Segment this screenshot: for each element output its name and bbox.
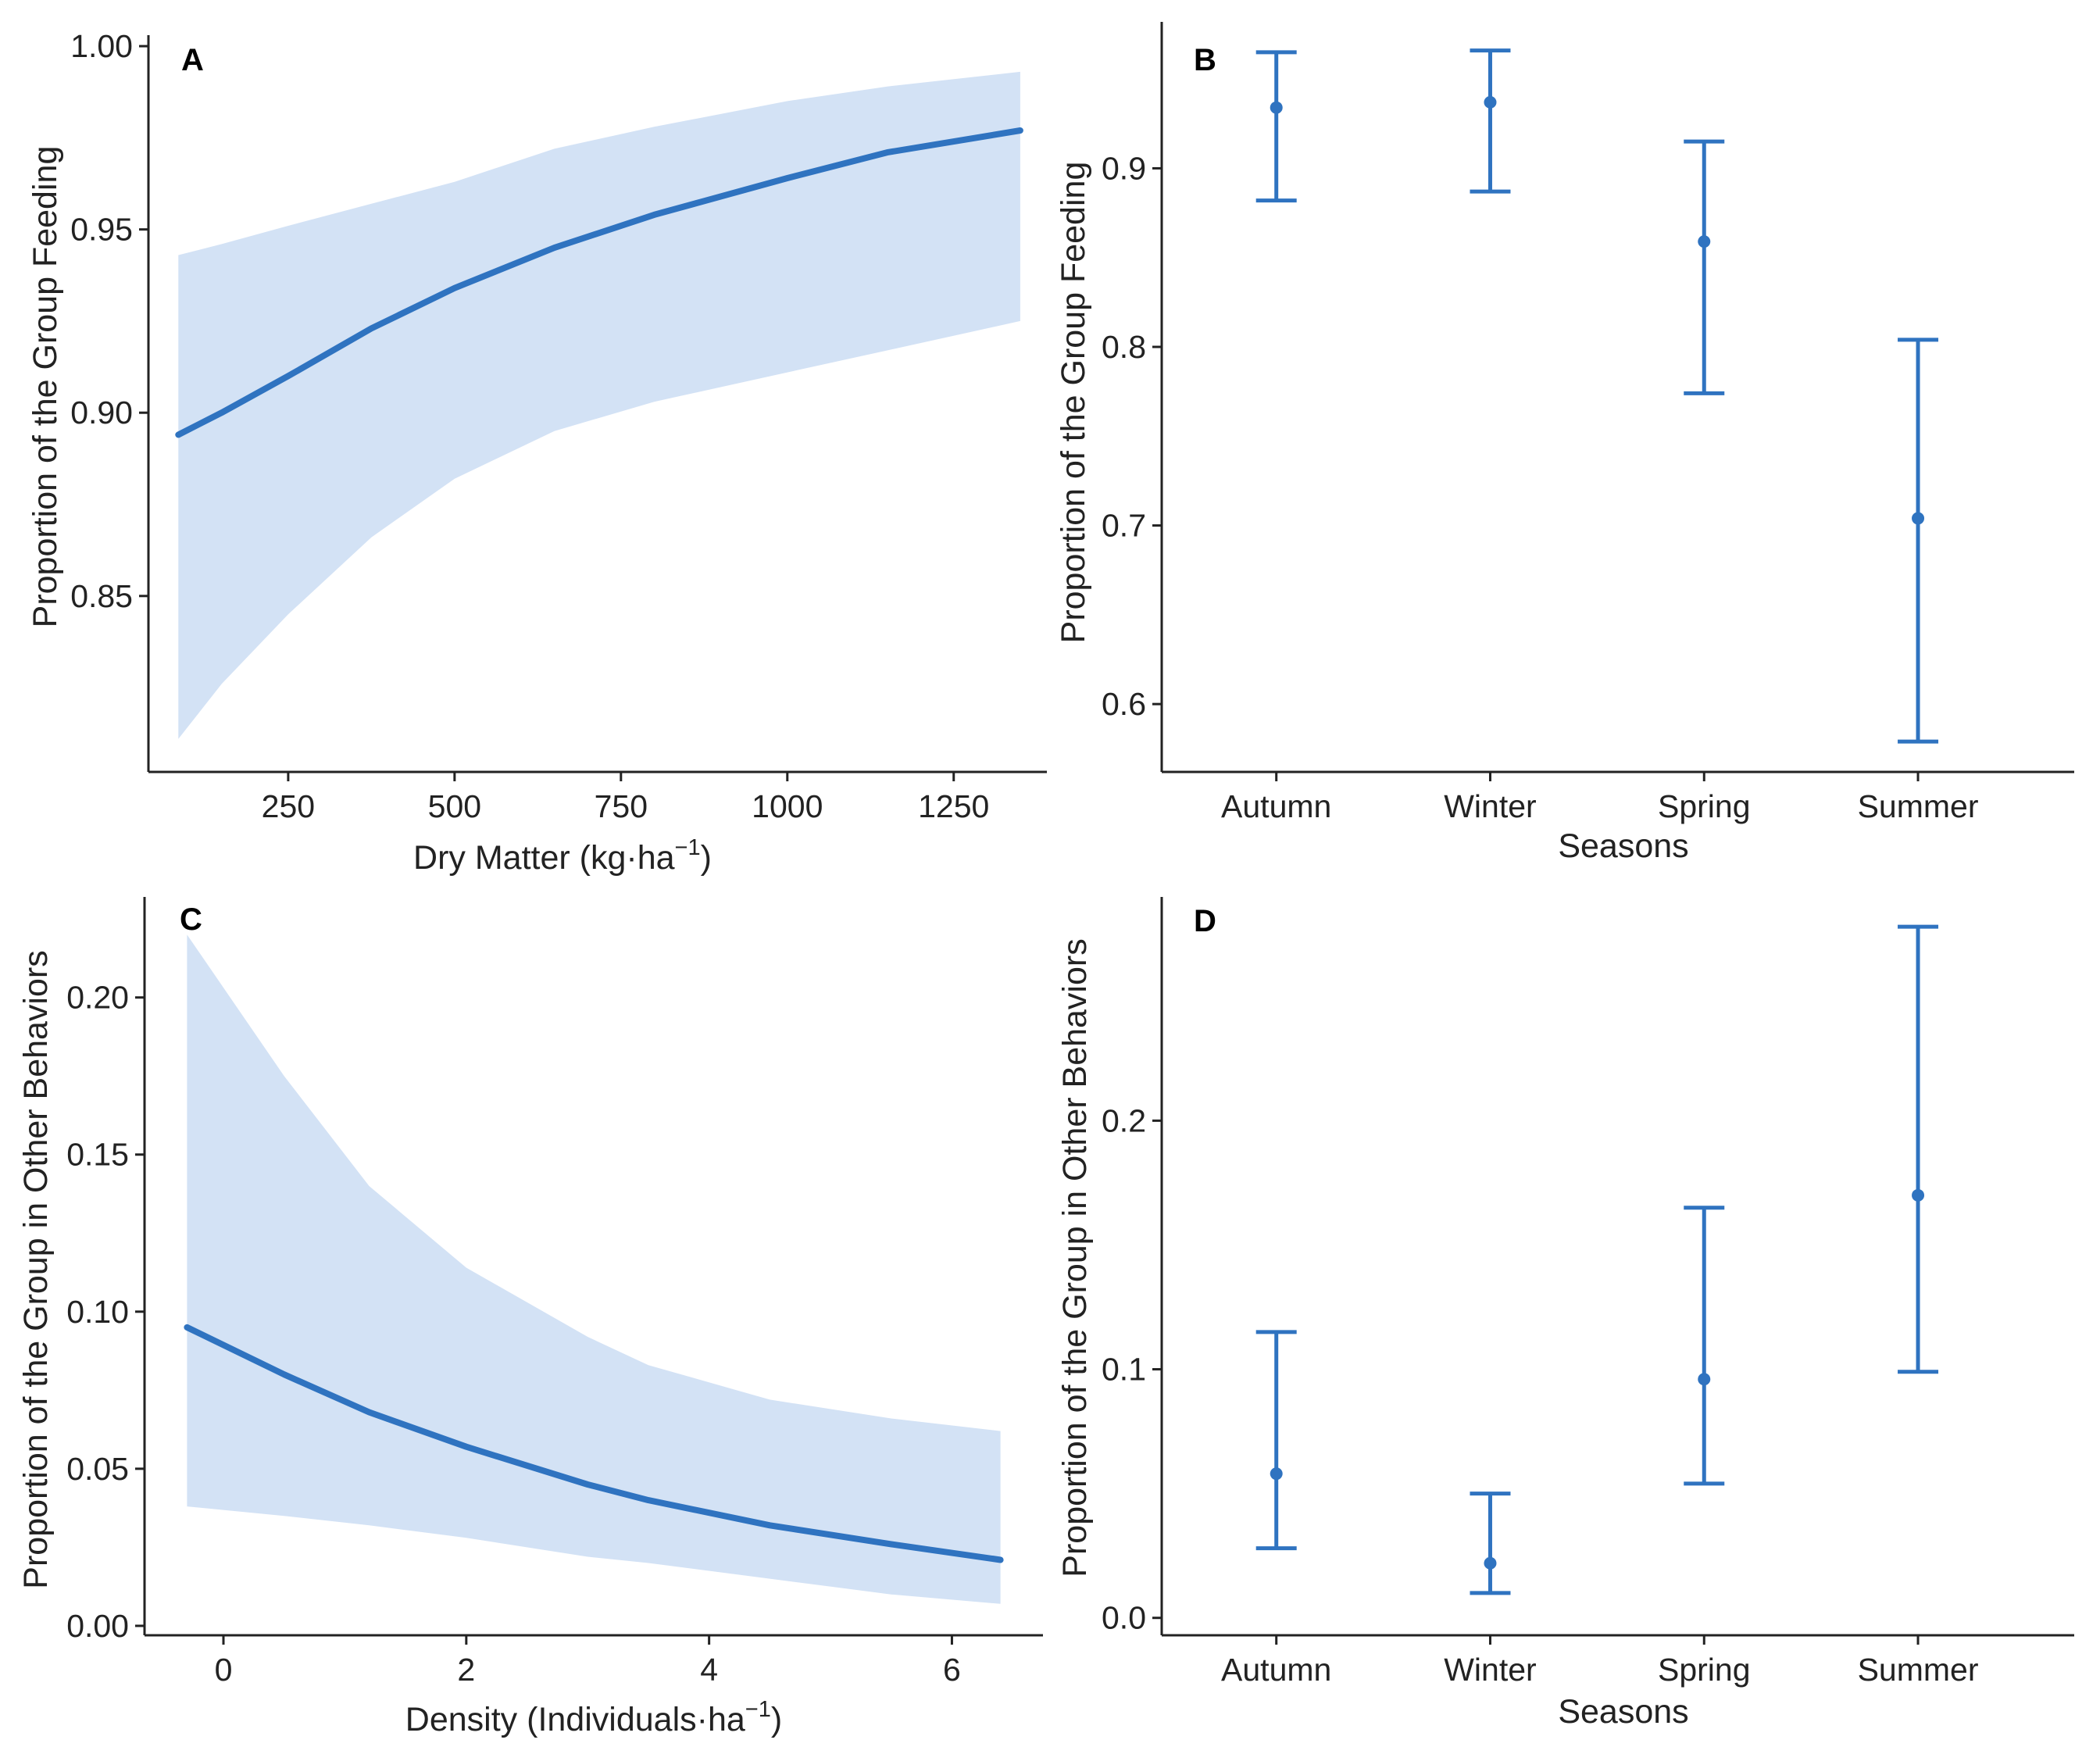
y-tick-label-c: 0.10 bbox=[66, 1294, 129, 1330]
mean-point-d bbox=[1270, 1467, 1283, 1481]
y-tick-label-b: 0.7 bbox=[1102, 508, 1146, 544]
y-tick-label-c: 0.20 bbox=[66, 980, 129, 1016]
x-tick-label-c: 0 bbox=[215, 1652, 233, 1688]
x-tick-label-d: Summer bbox=[1858, 1652, 1979, 1688]
x-tick-label-a: 1000 bbox=[752, 788, 823, 824]
error-bar-d bbox=[1898, 924, 1939, 1374]
fit-line-a bbox=[175, 127, 1023, 438]
error-bar-b bbox=[1255, 50, 1297, 203]
mean-point-b bbox=[1912, 512, 1925, 525]
x-tick-label-a: 500 bbox=[428, 788, 481, 824]
error-bar-d bbox=[1255, 1330, 1297, 1551]
panel-letter-b: B bbox=[1194, 43, 1216, 77]
y-tick-label-a: 0.90 bbox=[70, 395, 133, 430]
y-tick-label-c: 0.05 bbox=[66, 1451, 129, 1487]
y-tick-label-c: 0.00 bbox=[66, 1608, 129, 1644]
y-tick-label-a: 0.95 bbox=[70, 212, 133, 248]
y-axis-title-b: Proportion of the Group Feeding bbox=[1055, 162, 1092, 644]
panel-d: 0.0 0.1 0.2 Autumn Winter Spring Summer D Seas… bbox=[1056, 897, 2074, 1731]
y-tick-label-a: 0.85 bbox=[70, 578, 133, 614]
confidence-band-a bbox=[178, 71, 1020, 739]
mean-point-b bbox=[1484, 95, 1497, 109]
mean-point-d bbox=[1484, 1556, 1497, 1570]
x-tick-label-a: 750 bbox=[595, 788, 648, 824]
y-tick-label-c: 0.15 bbox=[66, 1137, 129, 1173]
x-tick-label-d: Winter bbox=[1444, 1652, 1536, 1688]
x-tick-label-a: 250 bbox=[262, 788, 315, 824]
x-axis-title-b: Seasons bbox=[1558, 827, 1688, 865]
error-bar-b bbox=[1684, 139, 1725, 395]
error-bar-b bbox=[1470, 48, 1511, 194]
x-tick-label-c: 4 bbox=[700, 1652, 718, 1688]
x-tick-label-b: Spring bbox=[1658, 788, 1751, 824]
x-axis-title-a: Dry Matter (kg·ha−1) bbox=[413, 835, 712, 877]
x-axis-title-c: Density (Individuals·ha−1) bbox=[405, 1697, 782, 1738]
y-tick-label-d: 0.0 bbox=[1102, 1600, 1146, 1636]
y-tick-label-d: 0.1 bbox=[1102, 1352, 1146, 1388]
panel-a: 0.85 0.90 0.95 1.00 250 500 750 1000 1250 A Dry … bbox=[27, 28, 1047, 877]
panel-letter-d: D bbox=[1194, 904, 1216, 938]
x-tick-label-d: Spring bbox=[1658, 1652, 1751, 1688]
x-tick-label-b: Winter bbox=[1444, 788, 1536, 824]
x-tick-label-b: Autumn bbox=[1221, 788, 1331, 824]
y-tick-label-a: 1.00 bbox=[70, 28, 133, 64]
y-tick-label-b: 0.6 bbox=[1102, 686, 1146, 722]
mean-point-d bbox=[1698, 1373, 1711, 1386]
x-tick-label-c: 2 bbox=[457, 1652, 475, 1688]
x-tick-label-d: Autumn bbox=[1221, 1652, 1331, 1688]
mean-point-d bbox=[1912, 1188, 1925, 1202]
confidence-band-c bbox=[187, 934, 1001, 1604]
x-tick-label-c: 6 bbox=[943, 1652, 961, 1688]
x-axis-title-d: Seasons bbox=[1558, 1693, 1688, 1731]
x-tick-label-a: 1250 bbox=[918, 788, 989, 824]
y-tick-label-b: 0.9 bbox=[1102, 150, 1146, 186]
error-bar-d bbox=[1684, 1206, 1725, 1486]
panel-letter-c: C bbox=[180, 902, 202, 937]
y-axis-title-d: Proportion of the Group in Other Behavio… bbox=[1056, 938, 1094, 1577]
fit-line-c bbox=[184, 1324, 1004, 1563]
error-bar-d bbox=[1470, 1492, 1511, 1595]
panel-b: 0.6 0.7 0.8 0.9 Autumn Winter Spring Summer B S… bbox=[1055, 22, 2074, 865]
y-axis-title-c: Proportion of the Group in Other Behavio… bbox=[17, 950, 55, 1588]
panel-letter-a: A bbox=[181, 43, 204, 77]
y-tick-label-b: 0.8 bbox=[1102, 329, 1146, 365]
y-axis-title-a: Proportion of the Group Feeding bbox=[27, 146, 64, 628]
x-tick-label-b: Summer bbox=[1858, 788, 1979, 824]
panel-c: 0.00 0.05 0.10 0.15 0.20 0 2 4 6 C Density (Indi… bbox=[17, 897, 1043, 1738]
y-tick-label-d: 0.2 bbox=[1102, 1102, 1146, 1138]
error-bar-b bbox=[1898, 338, 1939, 744]
mean-point-b bbox=[1270, 101, 1283, 114]
mean-point-b bbox=[1698, 235, 1711, 248]
